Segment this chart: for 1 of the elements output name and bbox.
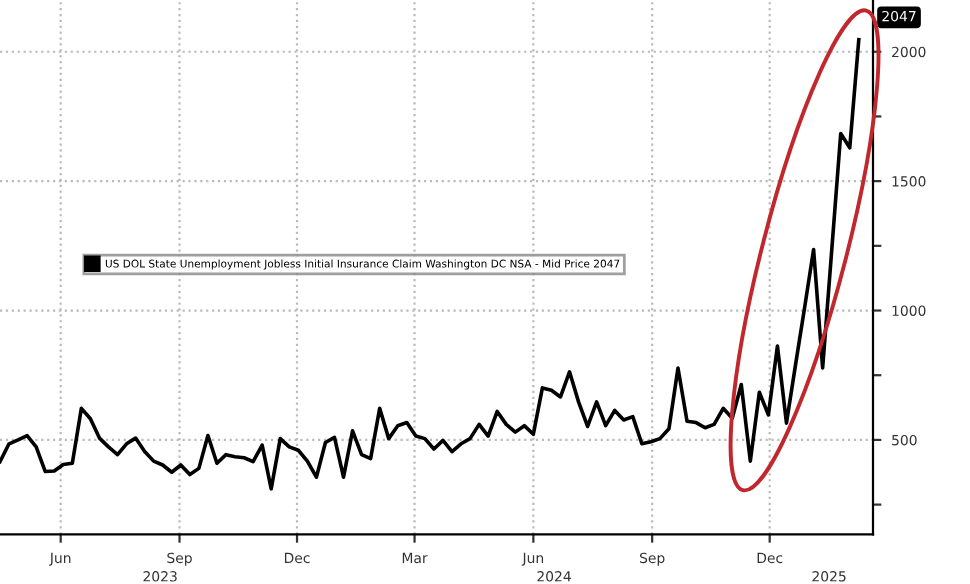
line-series <box>0 37 861 491</box>
